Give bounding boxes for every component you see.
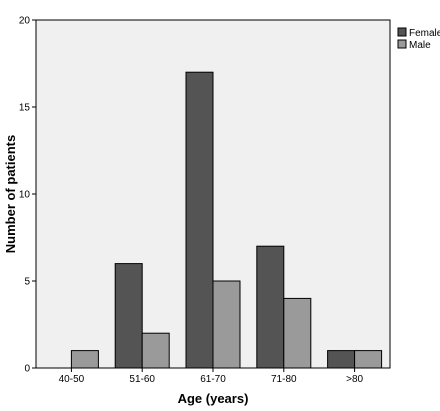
bar-female-3 bbox=[256, 245, 285, 369]
bar-male-1 bbox=[141, 332, 170, 369]
y-tick-label: 10 bbox=[19, 190, 31, 201]
y-axis: 0 5 10 15 20 bbox=[19, 16, 36, 375]
x-axis: 40-50 51-60 61-70 71-80 >80 bbox=[59, 368, 364, 385]
x-tick-label: 71-80 bbox=[271, 374, 297, 385]
bar-female-1 bbox=[114, 263, 143, 369]
y-tick-label: 0 bbox=[24, 364, 30, 375]
y-tick-label: 15 bbox=[19, 103, 31, 114]
x-tick-label: 61-70 bbox=[200, 374, 226, 385]
y-tick-label: 20 bbox=[19, 16, 31, 27]
y-axis-title: Number of patients bbox=[3, 135, 18, 253]
bar-male-2 bbox=[212, 280, 241, 369]
x-tick-label: 51-60 bbox=[129, 374, 155, 385]
bar-female-2 bbox=[185, 71, 214, 369]
bars-group bbox=[70, 71, 383, 369]
bar-female-4 bbox=[327, 350, 356, 369]
bar-male-0 bbox=[70, 350, 99, 369]
y-tick-label: 5 bbox=[24, 277, 30, 288]
bar-male-3 bbox=[283, 297, 312, 369]
bar-male-4 bbox=[354, 350, 383, 369]
x-tick-label: 40-50 bbox=[59, 374, 85, 385]
legend-label-male: Male bbox=[409, 40, 431, 51]
legend-label-female: Female bbox=[409, 28, 440, 39]
x-tick-label: >80 bbox=[346, 374, 363, 385]
legend-swatch-male bbox=[397, 39, 407, 49]
legend-swatch-female bbox=[397, 27, 407, 37]
x-axis-title: Age (years) bbox=[178, 391, 249, 406]
